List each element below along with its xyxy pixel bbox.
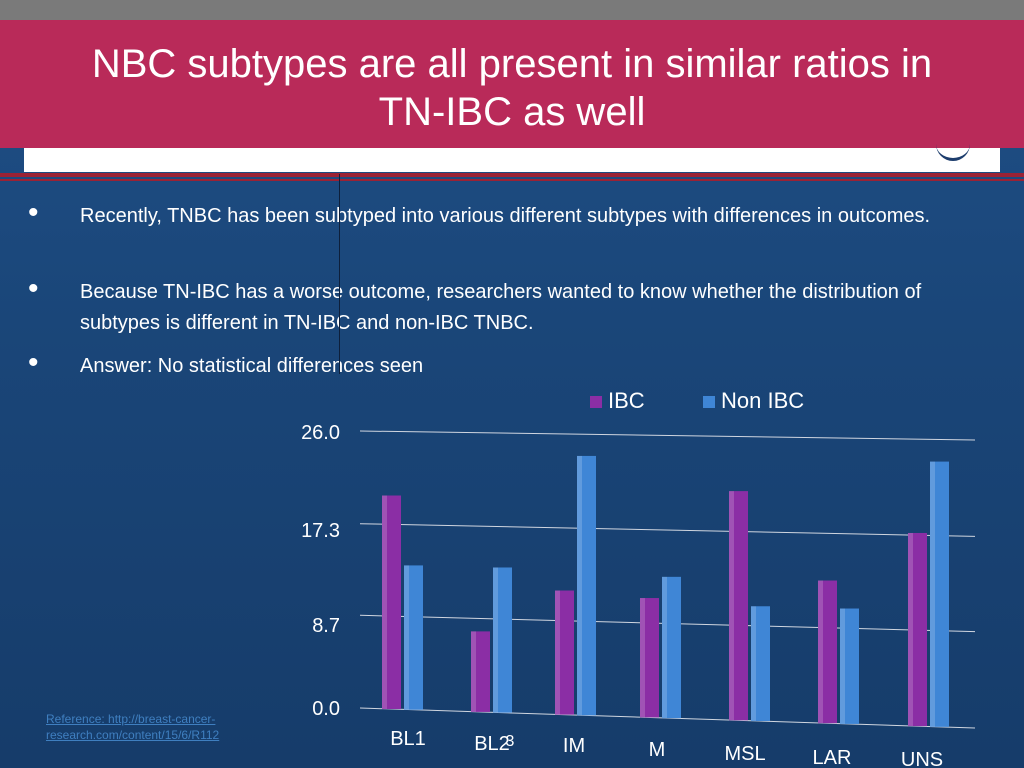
divider-line-thin <box>0 179 1024 181</box>
bullet-item: • Recently, TNBC has been subtyped into … <box>24 197 954 232</box>
bar-im-ibc <box>555 590 574 715</box>
bar-highlight <box>577 455 582 716</box>
bar-highlight <box>471 631 476 712</box>
y-tick-label: 26.0 <box>301 422 340 444</box>
bar-highlight <box>729 491 734 721</box>
gridline <box>359 430 976 441</box>
x-category-label: BL1 <box>390 728 426 750</box>
x-category-label: M <box>649 739 666 761</box>
bar-msl-non-ibc <box>751 606 770 722</box>
title-bar: NBC subtypes are all present in similar … <box>0 20 1024 148</box>
bar-highlight <box>908 532 913 727</box>
bullet-text: Because TN-IBC has a worse outcome, rese… <box>80 281 922 334</box>
y-tick-label: 8.7 <box>312 615 340 637</box>
bullet-dot-icon: • <box>28 196 39 229</box>
x-category-label: BL2 <box>474 733 510 755</box>
bar-lar-non-ibc <box>840 608 859 724</box>
bar-im-non-ibc <box>577 455 596 716</box>
legend-swatch <box>590 396 602 408</box>
x-category-label: IM <box>563 735 585 757</box>
bar-msl-ibc <box>729 491 748 721</box>
bar-highlight <box>382 495 387 710</box>
bar-highlight <box>840 608 845 724</box>
bar-highlight <box>555 590 560 715</box>
x-category-label: MSL <box>724 743 765 765</box>
y-tick-label: 17.3 <box>301 520 340 542</box>
logo-icon <box>936 142 970 161</box>
x-category-label: UNS <box>901 749 943 768</box>
bullet-dot-icon: • <box>28 272 39 305</box>
bar-bl2-ibc <box>471 631 490 712</box>
bar-lar-ibc <box>818 580 837 724</box>
bullet-text: Answer: No statistical differences seen <box>80 355 424 377</box>
bar-bl1-non-ibc <box>404 565 423 710</box>
bar-highlight <box>493 567 498 713</box>
y-tick-label: 0.0 <box>312 698 340 720</box>
title-line-2: TN-IBC as well <box>378 90 646 134</box>
bullet-item: • Because TN-IBC has a worse outcome, re… <box>24 273 954 339</box>
bar-m-non-ibc <box>662 576 681 719</box>
bar-highlight <box>662 576 667 719</box>
bullet-text: Recently, TNBC has been subtyped into va… <box>80 205 931 227</box>
bar-highlight <box>404 565 409 710</box>
bullet-item: • Answer: No statistical differences see… <box>24 347 954 382</box>
bar-highlight <box>751 606 756 722</box>
legend-label: Non IBC <box>721 388 804 413</box>
bar-highlight <box>640 598 645 718</box>
divider-line <box>0 173 1024 177</box>
title-line-1: NBC subtypes are all present in similar … <box>91 42 933 86</box>
bar-highlight <box>930 461 935 727</box>
bar-bl2-non-ibc <box>493 567 512 713</box>
bar-bl1-ibc <box>382 495 401 710</box>
legend-swatch <box>703 396 715 408</box>
bar-m-ibc <box>640 598 659 718</box>
bar-uns-ibc <box>908 532 927 727</box>
legend-label: IBC <box>608 388 645 413</box>
reference-link[interactable]: Reference: http://breast-cancer-research… <box>46 712 220 742</box>
gridline <box>359 523 976 537</box>
header-band <box>24 148 1000 172</box>
slide-title: NBC subtypes are all present in similar … <box>0 40 1024 136</box>
bar-uns-non-ibc <box>930 461 949 727</box>
x-category-overlay-label: 3 <box>506 733 515 750</box>
vertical-guide-line <box>339 174 340 374</box>
x-category-label: LAR <box>813 747 852 768</box>
bar-highlight <box>818 580 823 724</box>
bullet-dot-icon: • <box>28 346 39 379</box>
